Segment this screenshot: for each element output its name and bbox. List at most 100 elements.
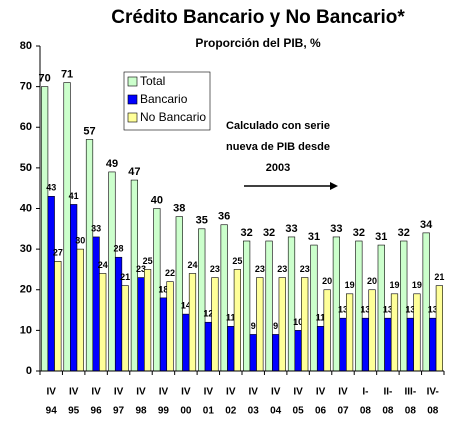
annotation: Calculado con serie [226, 120, 330, 132]
y-tick-label: 0 [26, 365, 32, 377]
data-label: 13 [383, 305, 393, 315]
bar [287, 236, 296, 372]
bar [137, 277, 145, 372]
data-label: 38 [173, 203, 185, 215]
bar [316, 326, 325, 372]
data-label: 49 [106, 158, 118, 170]
x-tick-label: 08 [382, 406, 394, 417]
bar [198, 228, 206, 372]
bar [175, 216, 183, 372]
data-label: 32 [398, 227, 410, 239]
bar [76, 248, 84, 372]
data-label: 12 [203, 309, 213, 319]
annotation-arrowhead [330, 182, 338, 190]
bar [310, 244, 318, 372]
bar [121, 285, 129, 372]
bar [41, 86, 49, 372]
x-tick-label: IV [338, 387, 348, 398]
legend-swatch [127, 94, 138, 105]
x-tick-label: IV [271, 387, 281, 398]
legend-label: No Bancario [140, 110, 206, 124]
bar [204, 321, 212, 372]
x-tick-label: IV [293, 387, 303, 398]
bar [413, 293, 421, 372]
data-label: 13 [360, 305, 370, 315]
data-label: 9 [251, 321, 256, 331]
bar [368, 289, 376, 372]
x-tick-label: IV [46, 387, 56, 398]
bar [47, 196, 55, 372]
bar [361, 317, 370, 372]
bar [211, 277, 219, 372]
x-tick-label: 01 [203, 406, 215, 417]
x-tick-label: IV [91, 387, 101, 398]
data-label: 25 [143, 256, 153, 266]
data-label: 57 [83, 125, 95, 137]
bar [278, 277, 286, 372]
bar [323, 289, 331, 372]
bar [227, 326, 235, 372]
x-tick-label: 99 [158, 406, 170, 417]
x-tick-label: IV [204, 387, 214, 398]
bar [265, 240, 273, 372]
data-label: 9 [273, 321, 278, 331]
data-label: 24 [98, 260, 108, 270]
data-label: 11 [316, 313, 326, 323]
data-label: 33 [330, 223, 342, 235]
x-tick-label: 07 [337, 406, 349, 417]
data-label: 32 [353, 227, 365, 239]
x-tick-label: IV [159, 387, 169, 398]
x-tick-label: IV- [427, 387, 439, 398]
data-label: 25 [232, 256, 242, 266]
bar [422, 232, 430, 372]
data-label: 18 [158, 284, 168, 294]
data-label: 21 [434, 272, 444, 282]
data-label: 43 [46, 183, 56, 193]
bar [54, 261, 62, 372]
chart-subtitle: Proporción del PIB, % [195, 36, 321, 50]
data-label: 19 [412, 280, 422, 290]
bar [384, 317, 392, 372]
data-label: 11 [226, 313, 236, 323]
data-label: 32 [240, 227, 252, 239]
bar [166, 281, 174, 372]
bar [345, 293, 354, 372]
x-tick-label: IV [316, 387, 326, 398]
data-label: 19 [345, 280, 355, 290]
x-tick-label: 08 [427, 406, 439, 417]
bar [159, 297, 168, 372]
data-label: 28 [114, 244, 124, 254]
x-tick-label: IV [136, 387, 146, 398]
data-label: 31 [375, 231, 387, 243]
x-tick-label: 98 [135, 406, 147, 417]
data-label: 31 [308, 231, 320, 243]
bar [92, 236, 100, 372]
bar [99, 273, 107, 372]
data-label: 24 [187, 260, 197, 270]
data-label: 13 [405, 305, 415, 315]
bar [220, 224, 228, 372]
bar [429, 317, 437, 372]
bar [108, 171, 116, 372]
data-label: 30 [75, 236, 85, 246]
legend-swatch [127, 112, 138, 123]
data-label: 13 [338, 305, 348, 315]
bar [233, 269, 241, 372]
x-tick-label: 94 [46, 406, 58, 417]
data-label: 19 [389, 280, 399, 290]
x-tick-label: 00 [180, 406, 192, 417]
data-label: 34 [420, 219, 433, 231]
bar [390, 293, 399, 372]
data-label: 23 [210, 264, 220, 274]
x-tick-label: III- [404, 387, 416, 398]
bar [339, 317, 347, 372]
data-label: 13 [428, 305, 438, 315]
data-label: 22 [165, 268, 175, 278]
x-tick-label: 03 [248, 406, 260, 417]
data-label: 20 [322, 276, 332, 286]
data-label: 40 [151, 194, 163, 206]
y-tick-label: 30 [20, 243, 32, 255]
bar [256, 277, 264, 372]
x-tick-label: 08 [405, 406, 417, 417]
